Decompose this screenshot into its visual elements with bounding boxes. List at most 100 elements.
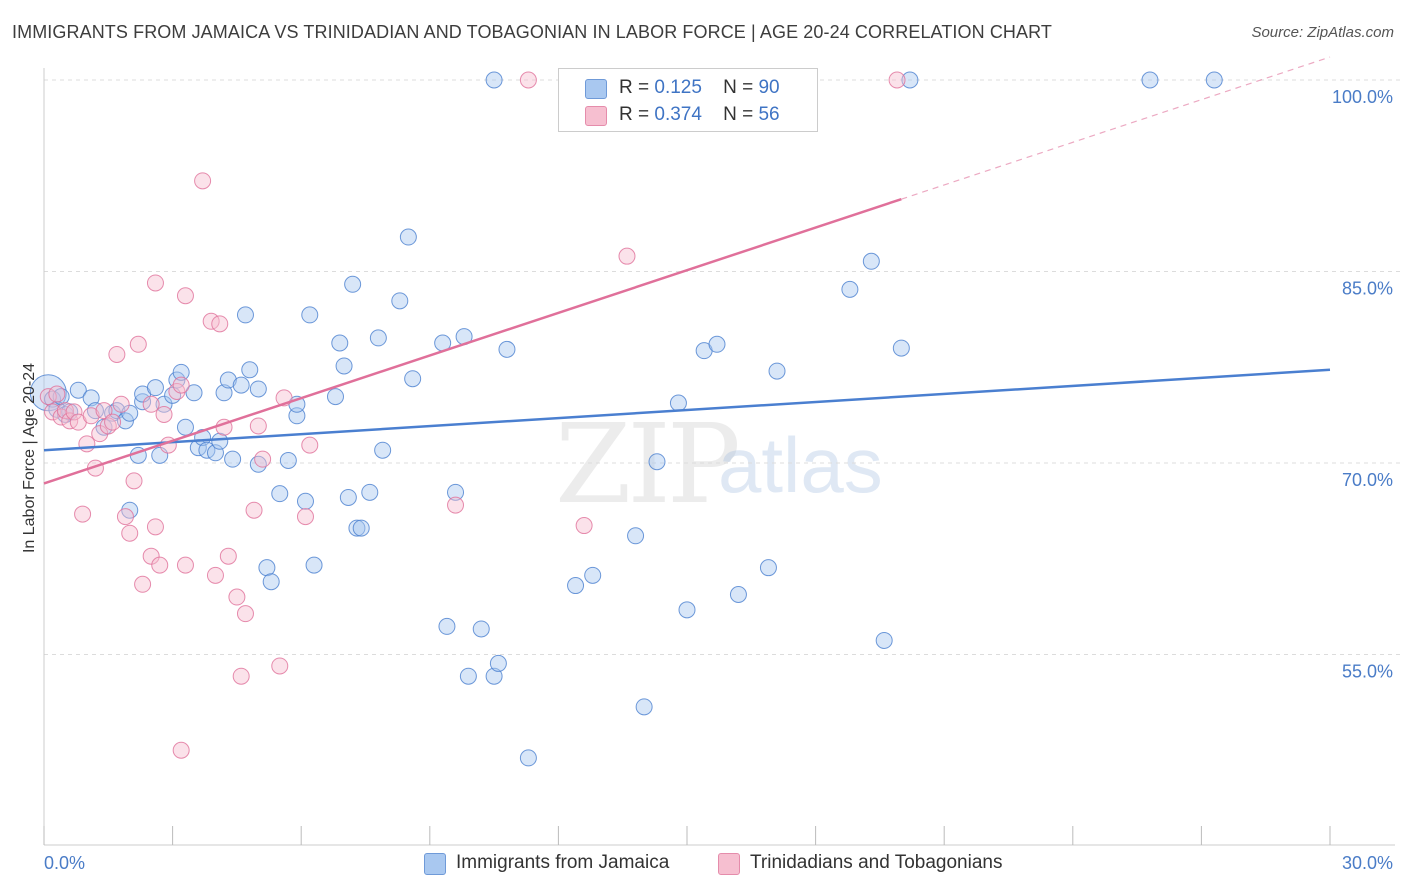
trinidad-point — [125, 472, 143, 490]
y-tick-label: 55.0% — [1342, 662, 1393, 682]
y-tick-label: 85.0% — [1342, 279, 1393, 299]
jamaica-point — [374, 441, 392, 459]
r-value: 0.374 — [654, 104, 702, 125]
trinidad-point — [146, 518, 164, 536]
jamaica-point — [1141, 71, 1159, 89]
watermark-zip: ZIP — [555, 400, 741, 528]
n-label: N = — [723, 77, 754, 98]
n-label: N = — [723, 104, 754, 125]
trinidad-point — [65, 403, 83, 421]
trend-lines — [43, 56, 1331, 485]
jamaica-point — [344, 275, 362, 293]
jamaica-point — [82, 389, 100, 407]
r-label: R = — [619, 104, 650, 125]
jamaica-point — [892, 339, 910, 357]
trinidad-point — [254, 450, 272, 468]
trinidad-point — [108, 345, 126, 363]
trinidad-point — [112, 395, 130, 413]
legend-stats-jamaica: R = 0.125 N = 90 — [619, 77, 780, 99]
trinidad-point — [249, 417, 267, 435]
trinidad-point — [228, 588, 246, 606]
jamaica-point — [241, 361, 259, 379]
jamaica-point — [211, 432, 229, 450]
data-points — [29, 71, 1223, 767]
trinidad-point — [172, 376, 190, 394]
trinidad-point — [74, 505, 92, 523]
jamaica-point — [438, 617, 456, 635]
trinidad-point — [271, 657, 289, 675]
jamaica-point — [224, 450, 242, 468]
trinidad-point — [146, 274, 164, 292]
jamaica-point — [219, 371, 237, 389]
trinidad-point — [194, 172, 212, 190]
jamaica-point — [489, 654, 507, 672]
trinidad-point — [519, 71, 537, 89]
jamaica-point — [875, 631, 893, 649]
trinidad-point — [618, 247, 636, 265]
jamaica-point — [399, 228, 417, 246]
y-tick-label: 100.0% — [1332, 87, 1393, 107]
jamaica-point — [172, 363, 190, 381]
jamaica-point — [301, 306, 319, 324]
jamaica-point — [176, 418, 194, 436]
jamaica-point — [279, 451, 297, 469]
trinidad-point — [296, 508, 314, 526]
jamaica-point — [232, 376, 250, 394]
jamaica-point — [841, 280, 859, 298]
chart-source: Source: ZipAtlas.com — [1251, 24, 1394, 41]
jamaica-point — [1205, 71, 1223, 89]
r-value: 0.125 — [654, 77, 702, 98]
trinidad-point — [129, 335, 147, 353]
n-value: 90 — [758, 77, 780, 98]
jamaica-point — [391, 292, 409, 310]
x-tick-label: 0.0% — [44, 853, 85, 873]
jamaica-point — [708, 335, 726, 353]
trinidad-point — [56, 402, 74, 420]
y-axis-label: In Labor Force | Age 20-24 — [21, 363, 38, 553]
jamaica-point — [215, 384, 233, 402]
trinidad-point — [155, 405, 173, 423]
jamaica-point — [404, 370, 422, 388]
jamaica-point — [485, 667, 503, 685]
trinidad-point — [142, 395, 160, 413]
jamaica-point — [326, 388, 344, 406]
tick-labels: 100.0% 85.0% 70.0% 55.0% 0.0% 30.0% — [44, 87, 1393, 873]
jamaica-point — [627, 527, 645, 545]
trinidad-point — [82, 407, 100, 425]
jamaica-point — [729, 585, 747, 603]
jamaica-point — [185, 384, 203, 402]
legend-swatch-trinidad — [585, 106, 607, 126]
trinidad-point — [116, 508, 134, 526]
jamaica-point — [121, 404, 139, 422]
jamaica-point — [862, 252, 880, 270]
jamaica-point — [262, 573, 280, 591]
trinidad-point — [888, 71, 906, 89]
trinidad-point — [151, 556, 169, 574]
y-tick-label: 70.0% — [1342, 470, 1393, 490]
jamaica-point — [271, 485, 289, 503]
trinidad-point — [61, 412, 79, 430]
trinidad-point — [44, 403, 62, 421]
jamaica-point — [339, 488, 357, 506]
trinidad-point — [176, 287, 194, 305]
x-tick-label: 30.0% — [1342, 853, 1393, 873]
jamaica-point — [361, 483, 379, 501]
jamaica-point — [69, 381, 87, 399]
jamaica-point — [249, 380, 267, 398]
legend-stats-trinidad: R = 0.374 N = 56 — [619, 104, 780, 126]
trinidad-point — [78, 435, 96, 453]
trinidad-point — [219, 547, 237, 565]
trinidad-point — [232, 667, 250, 685]
trend-line-trinidad — [43, 197, 902, 485]
jamaica-point — [447, 483, 465, 501]
jamaica-point — [296, 492, 314, 510]
watermark-atlas: atlas — [718, 421, 883, 509]
jamaica-point — [519, 749, 537, 767]
jamaica-point — [472, 620, 490, 638]
jamaica-point — [901, 71, 919, 89]
jamaica-point — [369, 329, 387, 347]
trinidad-point — [447, 496, 465, 514]
trinidad-point — [245, 501, 263, 519]
jamaica-point — [678, 601, 696, 619]
